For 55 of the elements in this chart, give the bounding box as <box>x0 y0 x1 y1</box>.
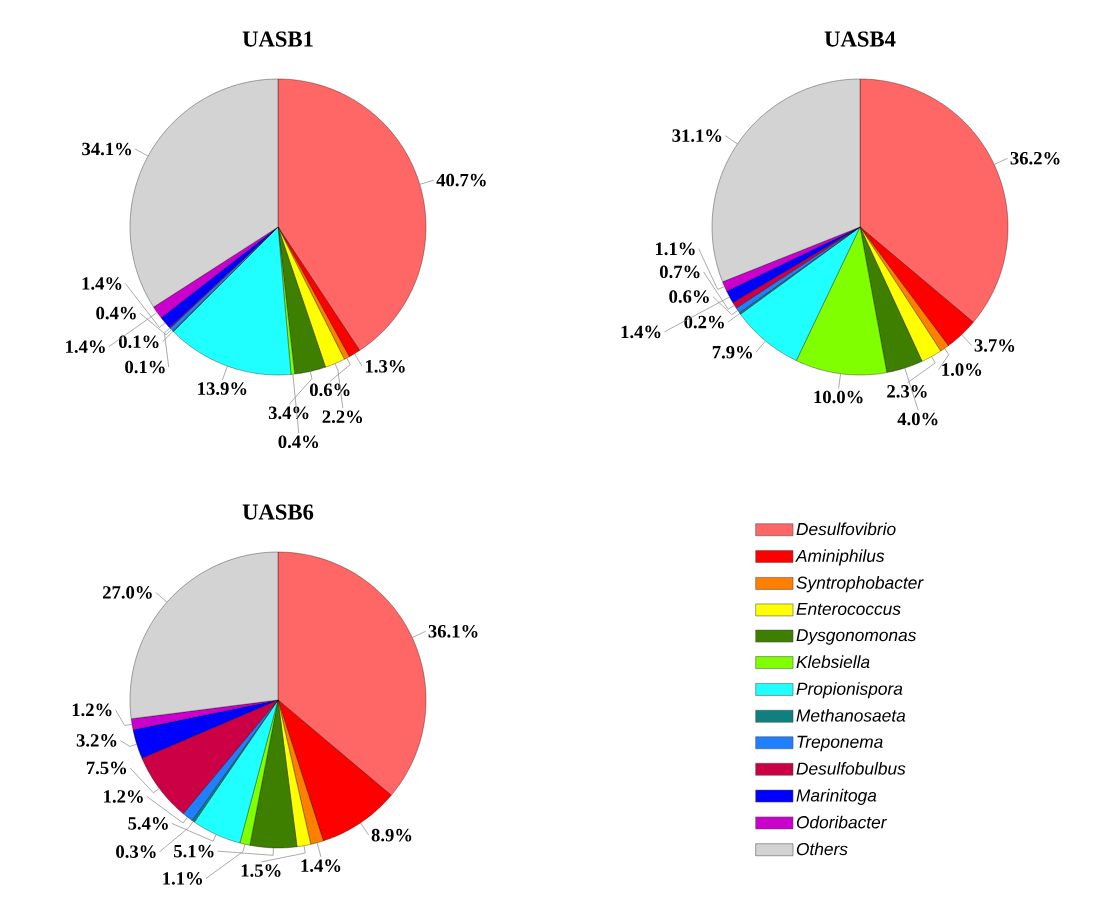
data-label: 3.7% <box>974 339 1015 352</box>
data-label: 1.4% <box>301 859 341 872</box>
data-label: 34.1% <box>82 142 132 156</box>
legend-label: Dysgonomonas <box>796 629 916 645</box>
legend-label: Desulfovibrio <box>796 522 896 536</box>
data-label: 0.1% <box>125 360 165 374</box>
data-label: 5.1% <box>174 844 214 858</box>
data-label: 10.0% <box>814 390 863 404</box>
data-label: 0.6% <box>309 383 350 397</box>
legend-label: Others <box>796 842 848 856</box>
data-label: 8.9% <box>371 828 412 842</box>
legend-label: Propionispora <box>796 682 903 699</box>
chart-title: UASB4 <box>824 31 896 47</box>
data-label: 4.0% <box>897 412 938 426</box>
legend-label: Desulfobulbus <box>796 761 906 775</box>
chart-title: UASB6 <box>242 504 314 520</box>
data-label: 1.4% <box>82 277 122 290</box>
data-label: 5.4% <box>128 817 168 830</box>
data-label: 7.5% <box>86 761 127 775</box>
data-label: 36.1% <box>428 624 478 638</box>
data-label: 0.6% <box>669 290 709 303</box>
data-label: 0.1% <box>118 335 159 349</box>
data-label: 1.1% <box>655 242 695 256</box>
legend-label: Enterococcus <box>796 602 901 616</box>
legend-label: Aminiphilus <box>795 549 885 566</box>
data-label: 0.3% <box>116 845 156 859</box>
data-label: 36.2% <box>1010 151 1060 165</box>
data-label: 3.2% <box>76 734 117 747</box>
data-label: 1.4% <box>621 325 661 339</box>
data-label: 7.9% <box>712 345 752 359</box>
legend-label: Odoribacter <box>796 815 888 829</box>
data-label: 1.4% <box>66 340 105 354</box>
legend-label: Syntrophobacter <box>796 576 924 593</box>
data-label: 27.0% <box>102 586 152 599</box>
legend-label: Methanosaeta <box>796 708 906 722</box>
data-label: 1.5% <box>241 864 281 877</box>
data-label: 0.2% <box>684 315 724 329</box>
legend-label: Treponema <box>797 735 883 752</box>
legend-label: Klebsiella <box>796 655 870 669</box>
data-label: 3.4% <box>268 406 309 420</box>
data-label: 40.7% <box>436 173 486 187</box>
data-label: 2.2% <box>322 410 363 424</box>
data-label: 1.0% <box>942 363 982 376</box>
data-label: 0.4% <box>96 306 136 320</box>
chart-title: UASB1 <box>242 31 313 47</box>
data-label: 0.7% <box>659 265 700 279</box>
data-label: 31.1% <box>672 129 722 142</box>
data-label: 13.9% <box>198 382 247 395</box>
data-label: 1.3% <box>365 359 405 373</box>
data-label: 1.1% <box>163 872 202 885</box>
data-label: 1.2% <box>72 703 112 717</box>
data-label: 1.2% <box>104 790 143 803</box>
data-label: 0.4% <box>278 435 319 449</box>
data-label: 2.3% <box>887 385 927 398</box>
legend-label: Marinitoga <box>796 788 877 805</box>
